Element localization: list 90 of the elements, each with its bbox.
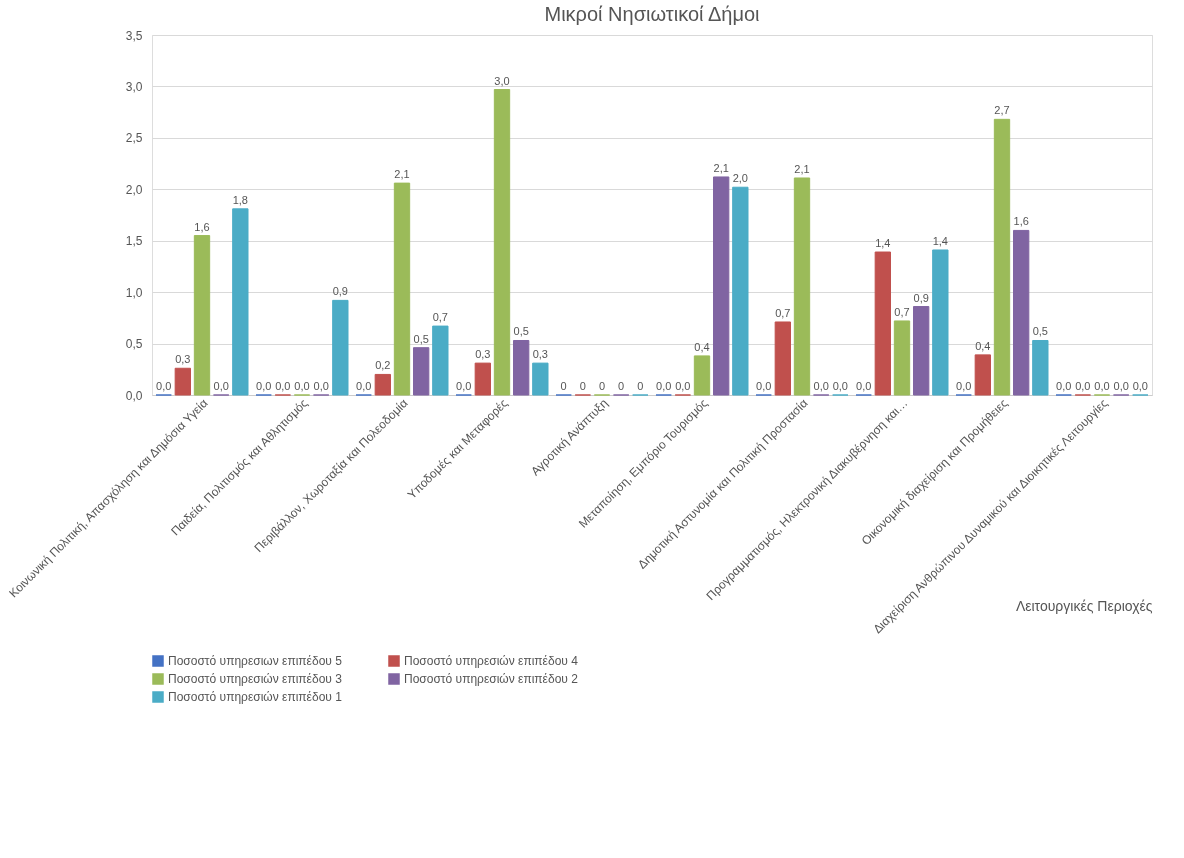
bar: [193, 235, 211, 396]
data-label: 0,5: [1032, 325, 1048, 338]
bar: [432, 325, 449, 396]
data-label: 3,0: [494, 74, 510, 87]
bar: [393, 182, 411, 396]
legend-label: Ποσοστό υπηρεσιών επιπέδου 1: [168, 690, 343, 704]
y-tick-label: 1,5: [125, 234, 143, 249]
bar: [1013, 229, 1030, 396]
data-label: 1,4: [932, 234, 948, 247]
data-label: 0,0: [313, 380, 329, 392]
data-label: 0,0: [756, 380, 772, 392]
legend-label: Ποσοστό υπηρεσιων επιπέδου 5: [168, 654, 343, 668]
data-label: 0,0: [294, 380, 310, 392]
chart-title: Μικροί Νησιωτικοί Δήμοι: [544, 3, 760, 25]
data-label: 0,0: [356, 380, 372, 392]
bar: [793, 177, 811, 396]
data-label: 0,0: [956, 380, 972, 392]
data-label: 1,6: [1013, 215, 1029, 228]
x-axis-title: Λειτουργικές Περιοχές: [1015, 597, 1153, 614]
bar: [913, 306, 930, 396]
data-label: 2,1: [713, 161, 729, 174]
y-tick-label: 0,5: [125, 337, 143, 352]
data-label: 0,0: [675, 380, 691, 392]
y-tick-label: 2,5: [125, 131, 143, 146]
data-label: 0,0: [256, 380, 272, 392]
bar: [513, 339, 530, 396]
data-label: 1,6: [194, 220, 210, 233]
legend-label: Ποσοστό υπηρεσιών επιπέδου 3: [168, 672, 343, 686]
data-label: 0: [637, 380, 644, 392]
legend-label: Ποσοστό υπηρεσιών επιπέδου 4: [404, 654, 579, 668]
bar: [332, 299, 349, 396]
data-label: 0,0: [156, 380, 172, 392]
data-label: 0,9: [913, 291, 929, 304]
y-tick-label: 3,5: [125, 28, 143, 43]
bar: [493, 89, 511, 396]
bar: [174, 367, 191, 396]
bar: [693, 355, 711, 396]
data-label: 2,7: [994, 104, 1010, 117]
data-label: 0,0: [656, 380, 672, 392]
data-label: 2,1: [794, 162, 810, 175]
y-tick-label: 3,0: [125, 79, 143, 94]
bar: [774, 321, 791, 396]
bar: [532, 362, 549, 396]
data-label: 0,0: [456, 380, 472, 392]
y-tick-label: 2,0: [125, 182, 143, 197]
bar: [713, 176, 730, 396]
data-label: 1,8: [232, 193, 248, 206]
data-label: 0: [598, 380, 606, 392]
data-label: 0,7: [775, 306, 791, 319]
bar: [232, 208, 249, 396]
data-label: 0,0: [1075, 380, 1091, 392]
data-label: 0,7: [894, 305, 910, 318]
bar: [932, 249, 949, 396]
data-label: 2,1: [394, 168, 410, 181]
y-tick-label: 1,0: [125, 285, 143, 300]
data-label: 0,3: [475, 348, 491, 361]
data-label: 0,4: [975, 339, 991, 352]
data-label: 0,2: [375, 359, 391, 372]
data-label: 0,0: [1056, 380, 1072, 392]
bar: [993, 118, 1011, 396]
y-tick-label: 0,0: [125, 388, 143, 403]
data-label: 0,0: [813, 380, 829, 392]
bar: [374, 373, 391, 396]
bar: [974, 354, 991, 396]
data-label: 0,4: [694, 340, 710, 353]
data-label: 2,0: [732, 172, 748, 185]
data-label: 0,5: [513, 325, 529, 338]
data-label: 0,0: [213, 380, 229, 392]
data-label: 0,0: [832, 380, 848, 392]
data-label: 0,0: [856, 380, 872, 392]
data-label: 0,5: [413, 332, 429, 345]
legend-label: Ποσοστό υπηρεσιών επιπέδου 2: [404, 672, 579, 686]
data-label: 0,3: [175, 353, 191, 366]
data-label: 0: [579, 380, 586, 392]
data-label: 0,0: [1113, 380, 1129, 392]
data-label: 0,3: [532, 348, 548, 361]
data-label: 0: [618, 380, 625, 392]
bar: [1032, 339, 1049, 396]
bar: [474, 362, 491, 396]
data-label: 0,0: [1094, 380, 1110, 392]
data-label: 0: [560, 380, 567, 392]
data-label: 0,0: [275, 380, 291, 392]
data-label: 0,9: [332, 285, 348, 298]
data-label: 0,0: [1132, 380, 1148, 392]
bar: [732, 186, 749, 396]
bar: [413, 347, 430, 396]
bar: [874, 251, 891, 396]
data-label: 0,7: [432, 311, 448, 324]
data-label: 1,4: [875, 237, 891, 250]
bar: [893, 320, 911, 396]
